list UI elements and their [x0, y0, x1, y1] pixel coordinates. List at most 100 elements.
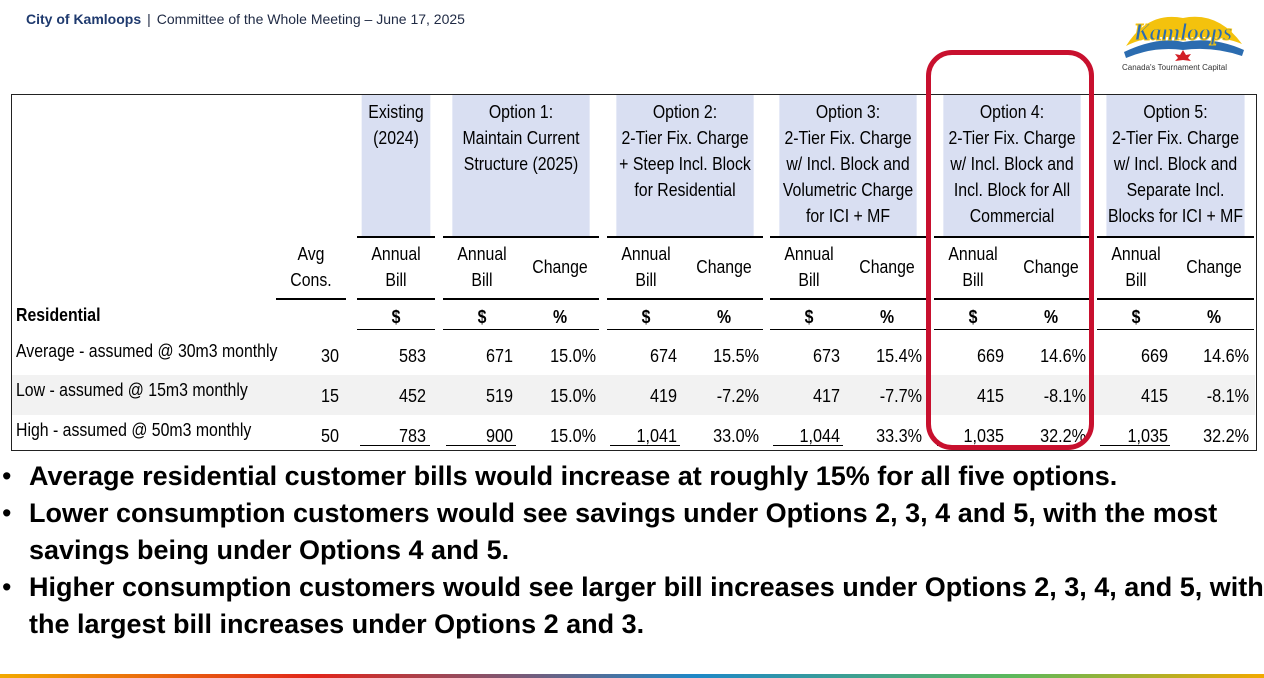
subheader-annual-bill: Annual Bill	[448, 241, 517, 299]
header-option-5: Option 5: 2-Tier Fix. Charge w/ Incl. Bl…	[1106, 95, 1245, 237]
subheader-annual-bill: Annual Bill	[939, 241, 1008, 299]
subheader-line: Avg	[297, 244, 325, 264]
bullet-dot: •	[2, 461, 12, 491]
cell-o3-bill: 1,044	[799, 426, 840, 446]
header-line: Incl. Block for All	[953, 180, 1071, 200]
footer-color-strip	[0, 674, 1264, 678]
cell-o2-bill: 1,041	[636, 426, 677, 446]
bullet-list: • Average residential customer bills wou…	[0, 458, 1264, 643]
cell-o4-change: -8.1%	[1043, 386, 1086, 406]
logo-wordmark: Kamloops	[1133, 20, 1233, 46]
meeting-title: Committee of the Whole Meeting – June 17…	[156, 11, 465, 27]
unit-rule	[934, 329, 1090, 330]
header-line: Option 3:	[815, 102, 881, 122]
unit-percent: %	[716, 307, 732, 327]
unit-rule	[1097, 329, 1254, 330]
header-line: for ICI + MF	[805, 206, 891, 226]
header-line: (2024)	[373, 128, 419, 148]
bullet-dot: •	[2, 498, 12, 528]
header-line: w/ Incl. Block and	[1113, 154, 1238, 174]
bullet-text: Average residential customer bills would…	[29, 461, 1118, 491]
cell-cons: 30	[320, 346, 339, 366]
bullet-dot: •	[2, 572, 12, 602]
unit-percent: %	[1206, 307, 1222, 327]
subheader-avg-cons: Avg Cons.	[280, 241, 342, 299]
row-label: Low - assumed @ 15m3 monthly	[16, 380, 248, 400]
header-line: Option 5:	[1143, 102, 1208, 122]
unit-percent: %	[879, 307, 895, 327]
cell-o3-change: -7.7%	[879, 386, 922, 406]
header-line: Separate Incl.	[1126, 180, 1225, 200]
subheader-line: Annual	[621, 244, 671, 264]
cell-o3-bill: 673	[812, 346, 840, 366]
total-underline	[1100, 445, 1170, 446]
unit-percent: %	[1043, 307, 1059, 327]
header-existing: Existing (2024)	[361, 95, 431, 237]
unit-dollar: $	[391, 307, 401, 327]
cell-o5-bill: 1,035	[1127, 426, 1168, 446]
header-line: Option 2:	[652, 102, 718, 122]
cell-o3-change: 33.3%	[876, 426, 922, 446]
logo-sun-arc	[1126, 16, 1242, 46]
cell-existing: 583	[398, 346, 426, 366]
header-line: 2-Tier Fix. Charge	[621, 128, 749, 148]
subheader-annual-bill: Annual Bill	[612, 241, 681, 299]
bullet-text: Lower consumption customers would see sa…	[29, 498, 1218, 565]
cell-cons: 15	[320, 386, 339, 406]
subheader-line: Annual	[457, 244, 507, 264]
subheader-line: Annual	[948, 244, 998, 264]
table-row-low	[12, 375, 1255, 415]
cell-o5-change: 14.6%	[1203, 346, 1249, 366]
header-line: + Steep Incl. Block	[619, 154, 751, 174]
cell-o5-change: 32.2%	[1203, 426, 1249, 446]
bullet-item: • Average residential customer bills wou…	[0, 458, 1264, 495]
cell-o4-bill: 1,035	[963, 426, 1004, 446]
header-line: Blocks for ICI + MF	[1107, 206, 1244, 226]
header-line: Commercial	[969, 206, 1055, 226]
subheader-annual-bill: Annual Bill	[1102, 241, 1171, 299]
header-option-3: Option 3: 2-Tier Fix. Charge w/ Incl. Bl…	[779, 95, 917, 237]
bullet-item: • Higher consumption customers would see…	[0, 569, 1264, 643]
header-line: for Residential	[634, 180, 736, 200]
subheader-line: Bill	[1125, 270, 1147, 290]
cell-existing: 783	[398, 426, 426, 446]
subheader-line: Bill	[471, 270, 493, 290]
slide-header: City of Kamloops | Committee of the Whole …	[26, 11, 465, 27]
subheader-annual-bill: Annual Bill	[362, 241, 431, 299]
unit-dollar: $	[641, 307, 651, 327]
subheader-line: Bill	[962, 270, 984, 290]
subheader-change: Change	[696, 257, 752, 277]
header-line: Existing	[368, 102, 424, 122]
cell-cons: 50	[320, 426, 339, 446]
subheader-rule	[770, 298, 926, 300]
unit-percent: %	[552, 307, 568, 327]
cell-o5-bill: 669	[1140, 346, 1168, 366]
header-rule	[770, 236, 926, 238]
cell-o1-bill: 671	[485, 346, 513, 366]
row-label: High - assumed @ 50m3 monthly	[16, 420, 252, 440]
row-label: Average - assumed @ 30m3 monthly	[16, 341, 278, 361]
header-line: w/ Incl. Block and	[786, 154, 910, 174]
cell-o2-change: 15.5%	[713, 346, 759, 366]
cell-o5-bill: 415	[1140, 386, 1168, 406]
unit-rule	[357, 329, 435, 330]
comparison-table	[11, 94, 1257, 451]
subheader-line: Cons.	[290, 270, 332, 290]
subheader-change: Change	[859, 257, 915, 277]
organization-name: City of Kamloops	[26, 11, 142, 27]
header-separator: |	[147, 11, 151, 27]
subheader-line: Annual	[784, 244, 834, 264]
header-line: Option 4:	[979, 102, 1045, 122]
unit-rule	[607, 329, 763, 330]
unit-dollar: $	[968, 307, 978, 327]
section-label-residential: Residential	[16, 305, 101, 325]
header-option-2: Option 2: 2-Tier Fix. Charge + Steep Inc…	[616, 95, 754, 237]
subheader-annual-bill: Annual Bill	[775, 241, 844, 299]
cell-o4-bill: 669	[976, 346, 1004, 366]
header-option-1: Option 1: Maintain Current Structure (20…	[452, 95, 590, 237]
unit-rule	[443, 329, 599, 330]
subheader-rule	[276, 298, 346, 300]
total-underline	[773, 445, 843, 446]
header-rule	[934, 236, 1090, 238]
subheader-change: Change	[1186, 257, 1242, 277]
